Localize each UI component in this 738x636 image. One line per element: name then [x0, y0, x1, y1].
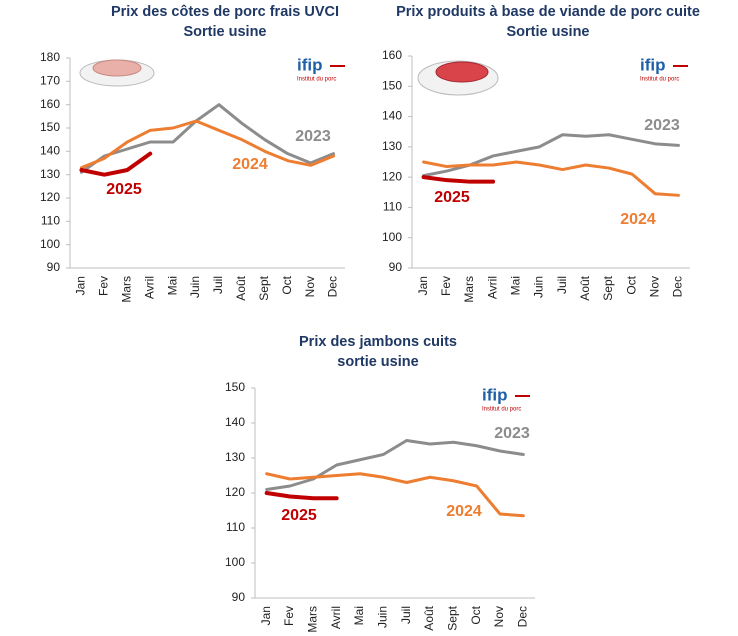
- x-tick-label: Jan: [416, 276, 430, 295]
- x-tick-label: Avril: [142, 276, 156, 299]
- y-tick-label: 110: [41, 214, 60, 228]
- series-line: [79, 103, 336, 174]
- x-tick-label: Oct: [469, 605, 483, 624]
- series-label: 2025: [106, 181, 142, 198]
- series-line: [264, 491, 339, 501]
- x-tick-label: Juil: [211, 276, 225, 294]
- y-tick-label: 100: [225, 555, 245, 569]
- series-line: [422, 133, 680, 178]
- series-line: [79, 119, 336, 170]
- y-tick-label: 160: [382, 48, 402, 62]
- y-tick-label: 130: [382, 139, 402, 153]
- y-tick-label: 130: [40, 167, 60, 181]
- x-tick-label: Sept: [601, 275, 615, 300]
- x-tick-label: Mai: [508, 276, 522, 295]
- x-tick-label: Jan: [74, 276, 88, 295]
- logo-tagline: Institut du porc: [297, 77, 336, 83]
- series-line: [265, 472, 525, 518]
- x-tick-label: Fev: [439, 276, 453, 296]
- series-line: [421, 175, 496, 184]
- chart-subtitle: Sortie usine: [507, 24, 590, 40]
- series-line: [265, 439, 525, 491]
- x-tick-label: Avril: [329, 606, 343, 629]
- y-tick-label: 90: [47, 260, 61, 274]
- series-line: [422, 160, 680, 197]
- x-tick-label: Août: [234, 275, 248, 300]
- y-tick-label: 100: [382, 230, 402, 244]
- logo-name: ifip: [640, 55, 666, 74]
- y-tick-label: 160: [40, 97, 60, 111]
- x-tick-label: Mars: [119, 276, 133, 303]
- y-tick-label: 140: [225, 415, 245, 429]
- series-label: 2023: [295, 128, 331, 145]
- series-line: [79, 151, 153, 177]
- series-label: 2023: [644, 117, 680, 134]
- x-tick-label: Juin: [532, 276, 546, 298]
- series-label: 2024: [620, 211, 656, 228]
- y-tick-label: 150: [382, 78, 402, 92]
- x-tick-label: Avril: [485, 276, 499, 299]
- x-tick-label: Nov: [303, 276, 317, 297]
- x-tick-label: Oct: [624, 275, 638, 294]
- y-tick-label: 120: [40, 190, 60, 204]
- series-label: 2024: [446, 503, 482, 520]
- logo-name: ifip: [297, 55, 323, 74]
- x-tick-label: Sept: [446, 605, 460, 630]
- logo-name: ifip: [482, 385, 508, 404]
- x-tick-label: Fev: [97, 276, 111, 296]
- x-tick-label: Juil: [555, 276, 569, 294]
- x-tick-label: Mars: [306, 606, 320, 633]
- chart-subtitle: Sortie usine: [184, 24, 267, 40]
- x-tick-label: Août: [422, 605, 436, 630]
- y-tick-label: 100: [40, 237, 60, 251]
- x-tick-label: Nov: [492, 606, 506, 627]
- y-tick-label: 110: [226, 520, 245, 534]
- x-tick-label: Dec: [516, 606, 530, 627]
- meat-image: [79, 59, 499, 96]
- x-tick-label: Dec: [671, 276, 685, 297]
- y-tick-label: 180: [40, 50, 60, 64]
- y-tick-label: 90: [232, 590, 246, 604]
- x-tick-label: Mai: [165, 276, 179, 295]
- y-tick-label: 140: [40, 144, 60, 158]
- y-tick-label: 140: [382, 109, 402, 123]
- logo-tagline: Institut du porc: [640, 77, 679, 83]
- series-label: 2025: [281, 507, 317, 524]
- y-tick-label: 120: [225, 485, 245, 499]
- chart-title: Prix des jambons cuits: [299, 334, 457, 350]
- y-tick-label: 90: [389, 260, 403, 274]
- y-tick-label: 110: [383, 200, 402, 214]
- x-tick-label: Juin: [188, 276, 202, 298]
- y-tick-label: 130: [225, 450, 245, 464]
- y-tick-label: 150: [40, 120, 60, 134]
- x-tick-label: Dec: [326, 276, 340, 297]
- x-tick-label: Oct: [280, 275, 294, 294]
- series-label: 2024: [232, 156, 268, 173]
- x-tick-label: Sept: [257, 275, 271, 300]
- x-tick-label: Jan: [259, 606, 273, 625]
- x-tick-label: Juin: [376, 606, 390, 628]
- series-label: 2023: [494, 425, 530, 442]
- logo-tagline: Institut du porc: [482, 407, 521, 413]
- chart-title: Prix produits à base de viande de porc c…: [396, 4, 700, 20]
- chart-subtitle: sortie usine: [337, 354, 418, 370]
- series-label: 2025: [434, 189, 470, 206]
- x-tick-label: Juil: [399, 606, 413, 624]
- chart-title: Prix des côtes de porc frais UVCI: [111, 4, 339, 20]
- y-tick-label: 170: [40, 74, 60, 88]
- x-tick-label: Août: [578, 275, 592, 300]
- x-tick-label: Mai: [352, 606, 366, 625]
- y-tick-label: 120: [382, 169, 402, 183]
- x-tick-label: Mars: [462, 276, 476, 303]
- y-tick-label: 150: [225, 380, 245, 394]
- x-tick-label: Fev: [282, 606, 296, 626]
- x-tick-label: Nov: [647, 276, 661, 297]
